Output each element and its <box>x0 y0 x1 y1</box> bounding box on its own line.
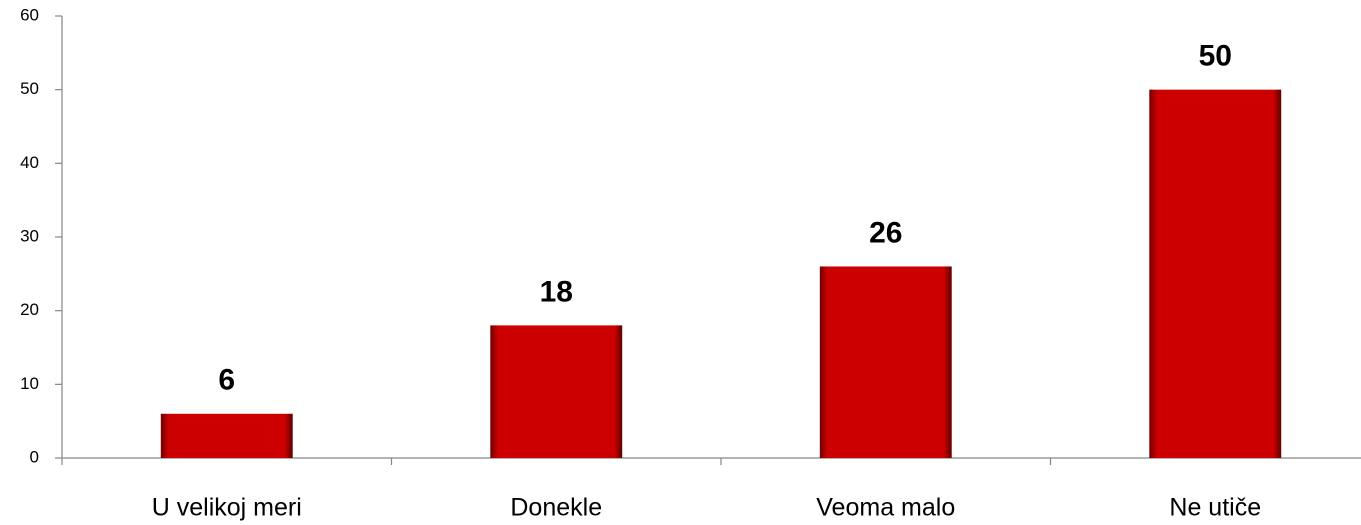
y-tick-label: 40 <box>20 153 39 172</box>
value-label: 50 <box>1199 40 1232 73</box>
value-label: 26 <box>869 216 902 249</box>
bar-shade <box>490 325 623 458</box>
y-tick-label: 0 <box>30 447 39 466</box>
y-tick-label: 50 <box>20 79 39 98</box>
bar-shade <box>160 413 293 458</box>
y-tick-label: 10 <box>20 374 39 393</box>
y-tick-label: 20 <box>20 300 39 319</box>
y-tick-label: 30 <box>20 226 39 245</box>
x-tick-label: U velikoj meri <box>152 494 302 522</box>
value-label: 18 <box>540 275 573 308</box>
value-label: 6 <box>218 364 235 397</box>
bar-shade <box>819 266 952 458</box>
x-tick-label: Veoma malo <box>816 494 955 522</box>
bar-shade <box>1149 89 1282 459</box>
x-tick-label: Donekle <box>510 494 602 522</box>
y-tick-label: 60 <box>20 5 39 24</box>
x-tick-label: Ne utiče <box>1169 494 1261 522</box>
